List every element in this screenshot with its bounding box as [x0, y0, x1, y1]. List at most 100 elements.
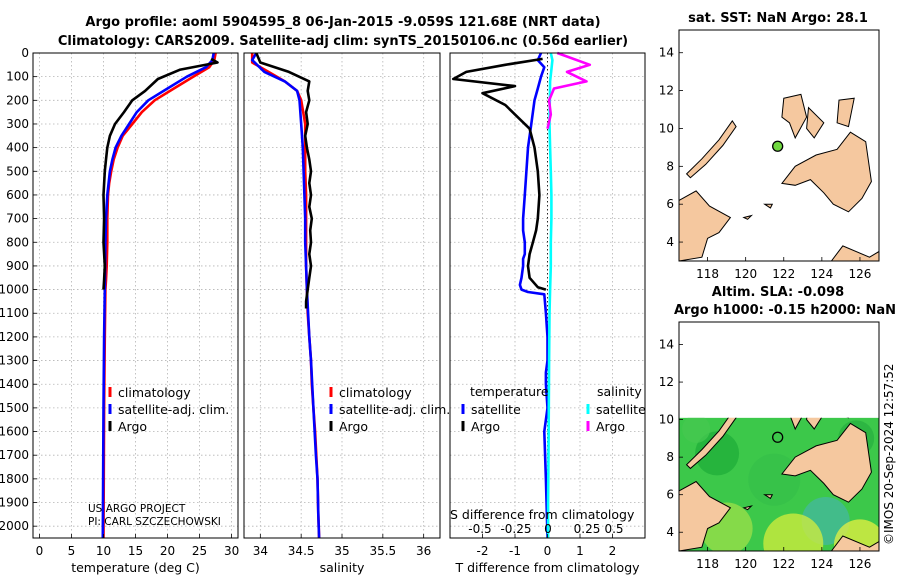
depth-tick-label: 1100 — [0, 306, 29, 320]
sst-coastline — [679, 190, 732, 261]
depth-tick-label: 700 — [6, 212, 29, 226]
depth-tick-label: 600 — [6, 188, 29, 202]
difference-legend-label: Argo — [471, 419, 500, 434]
sla-lon-tick-label: 120 — [734, 557, 757, 571]
depth-tick-label: 100 — [6, 70, 29, 84]
sla-lat-tick-label: 8 — [666, 450, 674, 464]
sla-lat-tick-label: 6 — [666, 488, 674, 502]
sst-lon-tick-label: 126 — [848, 267, 871, 281]
sla-lat-tick-label: 10 — [659, 413, 674, 427]
depth-tick-label: 1600 — [0, 425, 29, 439]
difference-secondary-tick-label: 0.5 — [604, 522, 623, 536]
sst-lat-tick-label: 12 — [659, 84, 674, 98]
sla-coastline — [789, 535, 879, 551]
sst-map-title: sat. SST: NaN Argo: 28.1 — [688, 11, 868, 26]
sst-map-content — [679, 30, 879, 261]
depth-tick-label: 800 — [6, 235, 29, 249]
salinity-legend-label: climatology — [339, 385, 412, 400]
sla-lon-tick-label: 124 — [810, 557, 833, 571]
sst-coastline — [836, 97, 855, 128]
sst-map-frame — [678, 29, 880, 262]
sst-lat-tick-label: 6 — [666, 197, 674, 211]
difference-secondary-xlabel: S difference from climatology — [450, 507, 635, 522]
sst-lon-tick-label: 122 — [772, 267, 795, 281]
salinity-xtick-label: 35 — [334, 544, 349, 558]
sla-map-frame — [678, 321, 880, 552]
difference-panel: -2 -1 0 1 2 T difference from climatology temp… — [449, 51, 646, 575]
figure-title-line1: Argo profile: aoml 5904595_8 06-Jan-2015… — [85, 15, 600, 30]
temperature-xtick-label: 15 — [128, 544, 143, 558]
difference-secondary-tick-label: 0.25 — [574, 522, 601, 536]
salinity-legend-label: Argo — [339, 419, 368, 434]
salinity-xtick-label: 36 — [416, 544, 431, 558]
temperature-xtick-label: 30 — [224, 544, 239, 558]
temperature-xlabel: temperature (deg C) — [71, 560, 200, 575]
depth-tick-label: 1000 — [0, 283, 29, 297]
sst-map-panel: sat. SST: NaN Argo: 28.1 118 120 122 124 126… — [659, 11, 880, 281]
sla-lon-tick-label: 126 — [848, 557, 871, 571]
sla-lat-tick-label: 12 — [659, 375, 674, 389]
sla-coastline — [780, 422, 872, 503]
figure-title-line2: Climatology: CARS2009. Satellite-adj cli… — [58, 34, 628, 49]
sst-coastline — [742, 214, 754, 220]
sst-coastline — [789, 245, 879, 261]
sla-map-title-line1: Altim. SLA: -0.098 — [712, 285, 844, 300]
depth-tick-label: 1300 — [0, 354, 29, 368]
salinity-legend-label: satellite-adj. clim. — [339, 402, 450, 417]
sst-lat-tick-label: 4 — [666, 235, 674, 249]
temperature-xtick-label: 5 — [68, 544, 76, 558]
sst-lon-tick-label: 124 — [810, 267, 833, 281]
sst-coastline — [763, 203, 774, 209]
sst-lon-tick-label: 120 — [734, 267, 757, 281]
sla-anomaly-patch — [763, 513, 824, 551]
sla-coastline — [763, 494, 774, 500]
depth-tick-label: 300 — [6, 117, 29, 131]
depth-tick-label: 500 — [6, 164, 29, 178]
credit-line1: US ARGO PROJECT — [88, 503, 186, 515]
difference-series-salinity-argo — [546, 51, 592, 129]
depth-tick-label: 1400 — [0, 377, 29, 391]
sst-lat-tick-label: 14 — [659, 46, 674, 60]
difference-xlabel: T difference from climatology — [454, 560, 640, 575]
difference-secondary-tick-label: -0.25 — [500, 522, 531, 536]
sst-lon-tick-label: 118 — [696, 267, 719, 281]
sla-anomaly-patch — [695, 431, 740, 476]
temperature-xtick-label: 20 — [160, 544, 175, 558]
sla-argo-location-marker — [772, 431, 784, 443]
difference-series-temperature-satellite — [518, 52, 549, 539]
difference-xtick-label: -1 — [509, 544, 521, 558]
sst-coastline — [780, 131, 872, 213]
sst-lat-tick-label: 10 — [659, 121, 674, 135]
temperature-xtick-label: 10 — [96, 544, 111, 558]
difference-xtick-label: 2 — [609, 544, 617, 558]
sst-coastline — [685, 120, 737, 179]
sla-lat-tick-label: 14 — [659, 338, 674, 352]
depth-tick-label: 2000 — [0, 519, 29, 533]
difference-legend-label: satellite — [471, 402, 521, 417]
salinity-xtick-label: 34 — [253, 544, 268, 558]
salinity-series-argo — [255, 52, 314, 309]
salinity-xtick-label: 34.5 — [288, 544, 315, 558]
temperature-panel: 0 5 10 15 20 25 30 temperature (deg C) 0 100 200 30… — [0, 46, 239, 575]
sla-coastline — [742, 505, 754, 511]
difference-legend-label: satellite — [596, 402, 646, 417]
sla-map-content — [679, 322, 879, 551]
temperature-xtick-label: 0 — [36, 544, 44, 558]
depth-tick-label: 1200 — [0, 330, 29, 344]
depth-tick-label: 900 — [6, 259, 29, 273]
difference-xtick-label: 0 — [544, 544, 552, 558]
credit-line2: PI: CARL SZCZECHOWSKI — [88, 516, 221, 528]
sla-map-panel: Altim. SLA: -0.098 Argo h1000: -0.15 h20… — [659, 285, 896, 571]
sla-lat-tick-label: 4 — [666, 525, 674, 539]
sla-coastline — [679, 480, 732, 551]
depth-tick-label: 0 — [21, 46, 29, 60]
salinity-series-satellite-adj-clim- — [250, 52, 321, 539]
salinity-panel: 34 34.5 35 35.5 36 salinity climatology satelli… — [243, 52, 450, 575]
temperature-legend-label: satellite-adj. clim. — [118, 402, 229, 417]
sst-coastline — [781, 93, 808, 140]
difference-xtick-label: 1 — [576, 544, 584, 558]
depth-tick-label: 200 — [6, 93, 29, 107]
sst-lat-tick-label: 8 — [666, 159, 674, 173]
sst-coastline — [806, 106, 825, 139]
depth-tick-label: 1800 — [0, 472, 29, 486]
